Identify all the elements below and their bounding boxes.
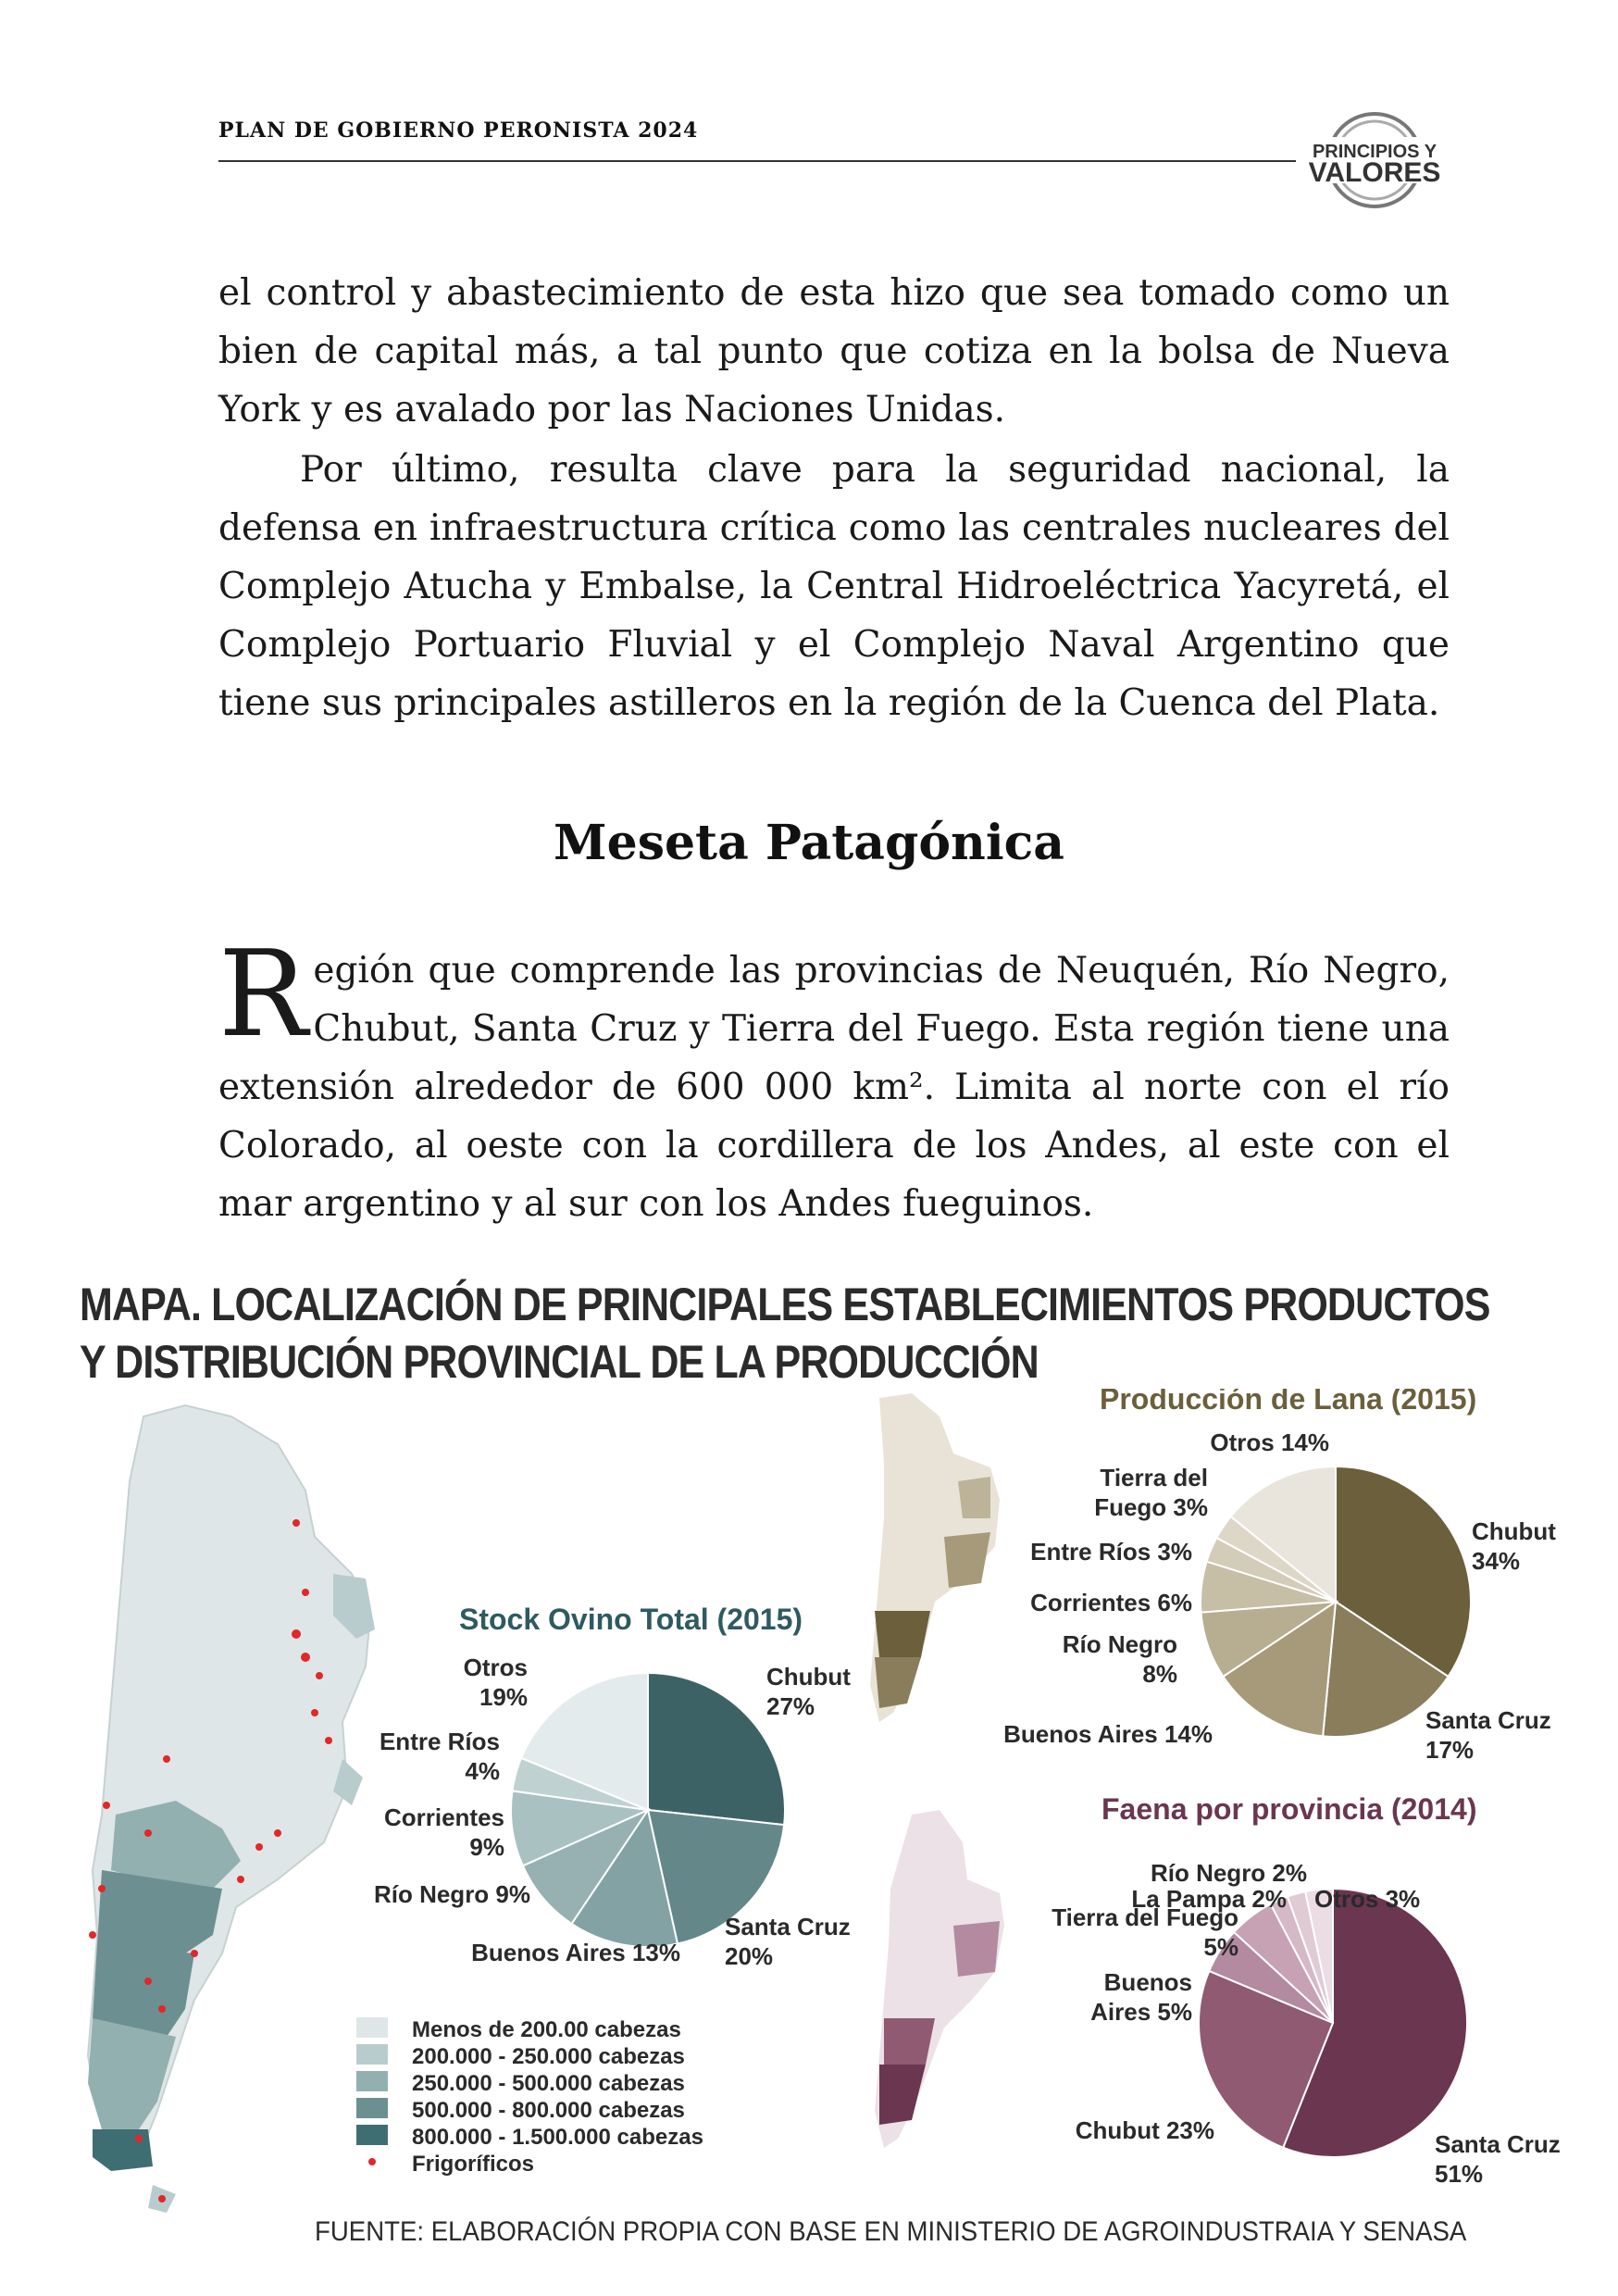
pie-chart-stock-ovino: Chubut 27% Santa Cruz 20% Buenos Aires 13% Rí… bbox=[374, 1653, 851, 1970]
pie-slice bbox=[519, 1671, 649, 1812]
legend-swatch bbox=[356, 2098, 388, 2118]
pie-slice-label: Río Negro 8% bbox=[1063, 1630, 1177, 1688]
legend-swatch bbox=[356, 2071, 388, 2091]
argentina-map-faena bbox=[875, 1810, 1004, 2148]
pie-chart-faena: Santa Cruz 51% Chubut 23% Buenos Aires 5% Tie… bbox=[1052, 1859, 1561, 2188]
principios-valores-logo: PRINCIPIOS Y VALORES bbox=[1296, 112, 1453, 208]
legend-label: 800.000 - 1.500.000 cabezas bbox=[412, 2125, 703, 2150]
pie-slice bbox=[521, 1807, 651, 1926]
pie-slice-label: Buenos Aires 5% bbox=[1090, 1968, 1192, 2026]
pie-slice bbox=[1222, 1600, 1338, 1738]
pie-slice bbox=[1229, 1465, 1337, 1604]
legend-dot bbox=[368, 2158, 376, 2165]
pie-title-produccion-lana: Producción de Lana (2015) bbox=[1100, 1389, 1476, 1416]
pie-chart-produccion-lana: Chubut 34% Santa Cruz 17% Buenos Aires 14% Rí… bbox=[1003, 1429, 1556, 1764]
pie-slice bbox=[1303, 1887, 1334, 2024]
legend-label: Frigoríficos bbox=[412, 2152, 534, 2177]
pie-slice-label: Otros 3% bbox=[1314, 1885, 1420, 1913]
legend-label: Menos de 200.00 cabezas bbox=[412, 2017, 681, 2042]
pie-slice bbox=[646, 1808, 786, 1945]
pie-slice-label: Tierra del Fuego 5% bbox=[1052, 1903, 1238, 1961]
figure-title-line1: MAPA. LOCALIZACIÓN DE PRINCIPALES ESTABL… bbox=[80, 1279, 1490, 1330]
pie-slice bbox=[647, 1671, 786, 1827]
logo-line2: VALORES bbox=[1309, 157, 1441, 188]
pie-slice-label: Chubut 27% bbox=[766, 1663, 851, 1720]
pie-slice-label: Chubut 23% bbox=[1076, 2116, 1214, 2144]
pie-title-stock-ovino: Stock Ovino Total (2015) bbox=[459, 1603, 803, 1636]
pie-title-faena: Faena por provincia (2014) bbox=[1101, 1792, 1476, 1826]
pie-slice-label: Buenos Aires 13% bbox=[471, 1939, 680, 1966]
pie-slice-label: Santa Cruz 17% bbox=[1425, 1706, 1551, 1764]
argentina-map-ovino bbox=[86, 1404, 375, 2213]
pie-slice-label: Otros 19% bbox=[464, 1653, 528, 1711]
section-text: egión que comprende las provincias de Ne… bbox=[218, 950, 1450, 1225]
pie-slice bbox=[570, 1807, 679, 1948]
pie-slice-label: Santa Cruz 51% bbox=[1435, 2130, 1561, 2188]
legend-label: 500.000 - 800.000 cabezas bbox=[412, 2098, 685, 2123]
pie-slice bbox=[1198, 1969, 1335, 2149]
logo-line1: PRINCIPIOS Y bbox=[1313, 142, 1438, 162]
pie-slice bbox=[1281, 1887, 1468, 2158]
body-text-top: el control y abastecimiento de esta hizo… bbox=[218, 264, 1450, 732]
section-title: Meseta Patagónica bbox=[554, 815, 1064, 871]
legend-swatch bbox=[356, 2017, 388, 2038]
pie-slice-label: Otros 14% bbox=[1210, 1429, 1329, 1456]
pie-slice bbox=[1322, 1600, 1450, 1738]
pie-slice-label: Corrientes 6% bbox=[1030, 1589, 1192, 1616]
figure-title-line2: Y DISTRIBUCIÓN PROVINCIAL DE LA PRODUCCI… bbox=[80, 1336, 1039, 1388]
pie-slice-label: Río Negro 2% bbox=[1151, 1859, 1307, 1887]
legend-swatch bbox=[356, 2044, 388, 2065]
pie-slice-label: Entre Ríos 4% bbox=[380, 1728, 500, 1785]
pie-slice-label: Tierra del Fuego 3% bbox=[1094, 1464, 1208, 1521]
header-title: PLAN DE GOBIERNO PERONISTA 2024 bbox=[218, 119, 699, 143]
legend-swatch bbox=[356, 2125, 388, 2145]
pie-slice-label: Santa Cruz 20% bbox=[725, 1913, 851, 1970]
pie-slice-label: Chubut 34% bbox=[1472, 1517, 1556, 1575]
figure-graphic: Chubut 27% Santa Cruz 20% Buenos Aires 13% Rí… bbox=[86, 1389, 1561, 2213]
pie-slice-label: Corrientes 9% bbox=[384, 1803, 504, 1861]
paragraph-2: Por último, resulta clave para la seguri… bbox=[218, 449, 1450, 724]
pie-slice-label: Entre Ríos 3% bbox=[1030, 1538, 1192, 1566]
argentina-map-lana bbox=[870, 1393, 1000, 1722]
legend-label: 200.000 - 250.000 cabezas bbox=[412, 2044, 685, 2069]
drop-cap: R bbox=[218, 926, 308, 1064]
pie-slice-label: Río Negro 9% bbox=[374, 1880, 530, 1908]
figure-title: MAPA. LOCALIZACIÓN DE PRINCIPALES ESTABL… bbox=[80, 1276, 1512, 1391]
paragraph-1: el control y abastecimiento de esta hizo… bbox=[218, 272, 1450, 430]
pie-slice-label: Buenos Aires 14% bbox=[1003, 1720, 1213, 1748]
header-rule bbox=[218, 160, 1450, 162]
pie-slice bbox=[510, 1790, 652, 1867]
pie-slice-label: La Pampa 2% bbox=[1131, 1885, 1287, 1913]
figure-source: FUENTE: ELABORACIÓN PROPIA CON BASE EN M… bbox=[315, 2216, 1467, 2247]
legend-label: 250.000 - 500.000 cabezas bbox=[412, 2071, 685, 2096]
